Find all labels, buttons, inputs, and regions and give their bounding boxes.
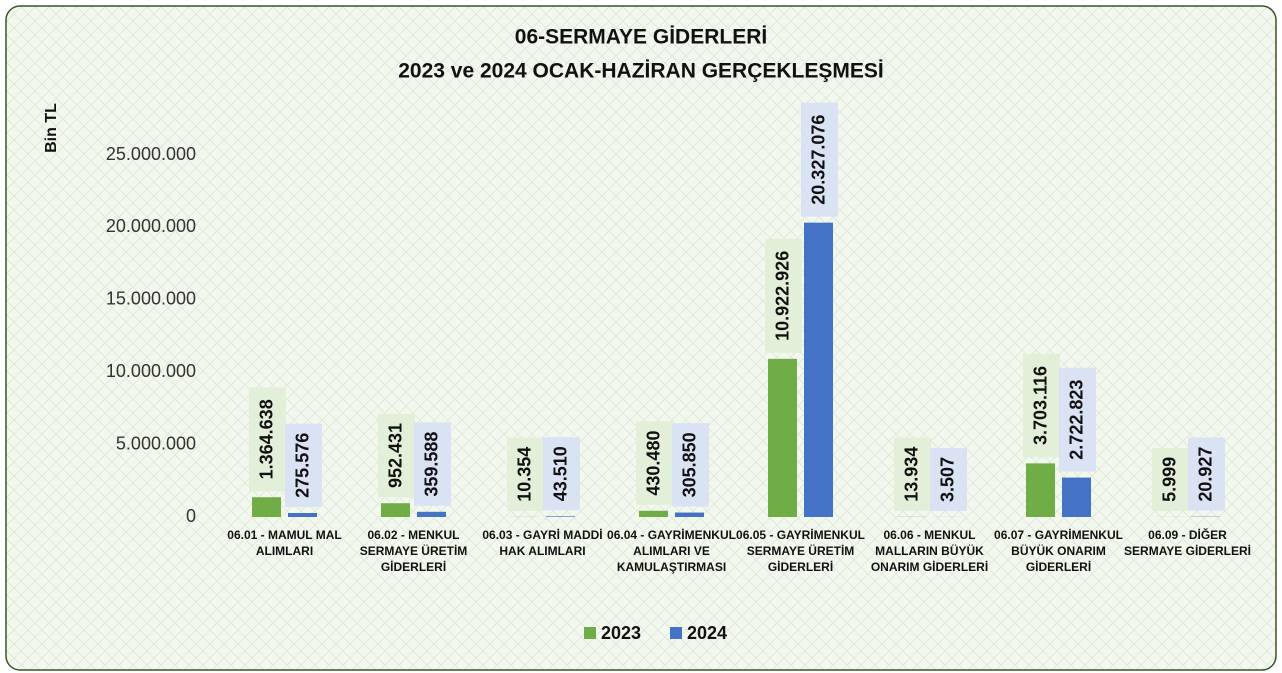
value-label-box	[765, 238, 802, 353]
value-label: 10.354	[514, 447, 534, 502]
value-label-box	[1152, 447, 1189, 511]
value-label-box	[1023, 353, 1060, 458]
bar	[546, 516, 575, 517]
value-label-box	[285, 423, 322, 508]
bar	[288, 513, 317, 517]
bar	[804, 222, 833, 517]
bar	[252, 497, 281, 517]
value-label-box	[930, 447, 967, 511]
value-label: 10.922.926	[772, 251, 792, 341]
value-label: 1.364.638	[256, 399, 276, 479]
x-tick-label-box: 06.02 - MENKUL SERMAYE ÜRETİM GİDERLERİ	[359, 528, 468, 574]
value-label: 275.576	[292, 433, 312, 498]
value-label-box	[1059, 367, 1096, 472]
value-label: 5.999	[1159, 457, 1179, 502]
value-label: 952.431	[385, 423, 405, 488]
x-tick-label-box: 06.05 - GAYRİMENKUL SERMAYE ÜRETİM GİDER…	[736, 528, 865, 574]
y-axis-label: Bin TL	[43, 103, 60, 153]
value-label: 430.480	[643, 431, 663, 496]
value-label-box	[672, 423, 709, 507]
x-tick-label: 06.04 - GAYRİMENKUL ALIMLARI VE KAMULAŞT…	[607, 528, 736, 574]
value-label: 359.588	[421, 432, 441, 497]
legend-swatch	[584, 627, 596, 639]
x-tick-label-box: 06.06 - MENKUL MALLARIN BÜYÜK ONARIM GİD…	[870, 528, 989, 574]
x-tick-label: 06.06 - MENKUL MALLARIN BÜYÜK ONARIM GİD…	[870, 528, 989, 574]
x-tick-label: 06.03 - GAYRİ MADDİ HAK ALIMLARI	[482, 528, 603, 558]
chart-subtitle: 2023 ve 2024 OCAK-HAZİRAN GERÇEKLEŞMESİ	[398, 60, 883, 83]
y-tick-label: 15.000.000	[106, 289, 196, 309]
x-tick-label-box: 06.03 - GAYRİ MADDİ HAK ALIMLARI	[482, 528, 603, 558]
y-tick-label: 10.000.000	[106, 361, 196, 381]
value-label: 20.327.076	[808, 115, 828, 205]
value-label-box	[378, 413, 415, 498]
legend-label: 2024	[687, 623, 727, 643]
legend-swatch	[670, 627, 682, 639]
x-tick-label: 06.02 - MENKUL SERMAYE ÜRETİM GİDERLERİ	[359, 528, 468, 574]
value-label-box	[414, 422, 451, 506]
bar	[1062, 477, 1091, 517]
value-label: 20.927	[1195, 447, 1215, 502]
x-tick-label-box: 06.01 - MAMUL MAL ALIMLARI	[227, 528, 342, 558]
bar	[639, 510, 668, 517]
x-tick-label-box: 06.04 - GAYRİMENKUL ALIMLARI VE KAMULAŞT…	[607, 528, 736, 574]
value-label: 2.722.823	[1066, 380, 1086, 460]
value-label-box	[894, 437, 931, 511]
value-label-box	[507, 437, 544, 511]
x-tick-label: 06.05 - GAYRİMENKUL SERMAYE ÜRETİM GİDER…	[736, 528, 865, 574]
y-tick-label: 20.000.000	[106, 216, 196, 236]
value-label-box	[801, 102, 838, 217]
value-label: 3.507	[937, 457, 957, 502]
value-label: 305.850	[679, 432, 699, 497]
chart-title: 06-SERMAYE GİDERLERİ	[515, 26, 767, 49]
value-label-box	[636, 421, 673, 505]
bar	[675, 512, 704, 517]
y-tick-label: 0	[186, 506, 196, 526]
bar	[417, 511, 446, 517]
value-label-box	[1188, 437, 1225, 511]
bar	[768, 358, 797, 517]
value-label-box	[543, 437, 580, 511]
x-tick-label-box: 06.07 - GAYRİMENKUL BÜYÜK ONARIM GİDERLE…	[994, 528, 1123, 574]
x-tick-label-box: 06.09 - DİĞER SERMAYE GİDERLERİ	[1124, 528, 1251, 558]
x-tick-label: 06.07 - GAYRİMENKUL BÜYÜK ONARIM GİDERLE…	[994, 528, 1123, 574]
x-tick-label: 06.01 - MAMUL MAL ALIMLARI	[227, 528, 342, 558]
value-label: 3.703.116	[1030, 366, 1050, 445]
y-tick-label: 5.000.000	[116, 433, 196, 453]
value-label: 43.510	[550, 446, 570, 501]
x-tick-label: 06.09 - DİĞER SERMAYE GİDERLERİ	[1124, 528, 1251, 558]
y-tick-label: 25.000.000	[106, 144, 196, 164]
value-label-box	[249, 387, 286, 492]
bar	[1026, 463, 1055, 517]
legend-label: 2023	[601, 623, 641, 643]
value-label: 13.934	[901, 447, 921, 502]
bar	[381, 503, 410, 517]
